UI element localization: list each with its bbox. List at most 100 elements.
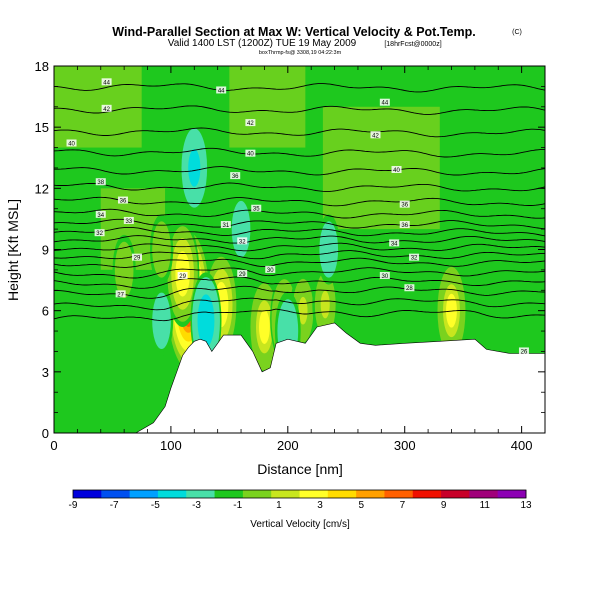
contour-label-26: 30 <box>381 274 388 280</box>
y-tick-label-9: 9 <box>42 243 49 258</box>
contour-label-bg-13 <box>95 210 106 218</box>
colorbar-swatch-5 <box>214 490 244 498</box>
velocity-cell-11-ring-6 <box>200 303 212 338</box>
colorbar-swatch-6 <box>242 490 272 498</box>
chart-title: Wind-Parallel Section at Max W: Vertical… <box>112 25 475 39</box>
theta-contour-28 <box>54 285 545 299</box>
contour-label-bg-2 <box>379 98 390 106</box>
contour-label-27: 28 <box>406 286 413 292</box>
theta-contour-38 <box>53 196 546 207</box>
contour-label-bg-14 <box>251 204 262 212</box>
contour-label-21: 29 <box>134 256 141 262</box>
colorbar-tick-7: 7 <box>400 500 406 511</box>
contour-label-28: 27 <box>117 292 124 298</box>
colorbar-tick--3: -3 <box>192 500 201 511</box>
velocity-cell-3-ring-6 <box>259 310 270 344</box>
chart-subtitle-valid: Valid 1400 LST (1200Z) TUE 19 May 2009 <box>168 38 357 49</box>
contour-label-16: 32 <box>96 231 103 237</box>
contour-label-bg-23 <box>265 265 276 273</box>
contour-label-5: 42 <box>372 133 379 139</box>
contour-label-bg-0 <box>101 78 112 86</box>
colorbar-swatch-0 <box>73 490 102 498</box>
contour-label-bg-21 <box>132 253 143 261</box>
contour-label-bg-28 <box>115 290 126 298</box>
x-tick-label-200: 200 <box>277 438 299 453</box>
contour-label-10: 36 <box>232 174 239 180</box>
colorbar: -9 -7 -5 -3 -1 1 3 5 7 9 11 13 <box>69 489 532 511</box>
colorbar-tick-1: 1 <box>276 500 282 511</box>
theta-contour-36 <box>53 218 546 230</box>
terrain-mask <box>54 322 546 434</box>
contour-label-bg-3 <box>101 104 112 112</box>
colorbar-swatch-15 <box>497 490 527 498</box>
contour-label-3: 42 <box>103 107 110 113</box>
colorbar-swatch-1 <box>101 490 131 498</box>
contour-label-bg-27 <box>404 284 415 292</box>
colorbar-tick-11: 11 <box>480 500 491 511</box>
contour-label-29: 26 <box>521 349 528 355</box>
theta-contour-44 <box>53 83 546 93</box>
contour-label-9: 38 <box>97 180 104 186</box>
velocity-cell-10-ring-6 <box>189 152 200 184</box>
colorbar-tick-3: 3 <box>317 500 323 511</box>
velocity-cell-9-ring-6 <box>120 257 129 283</box>
x-tick-label-100: 100 <box>160 438 182 453</box>
colorbar-label: Vertical Velocity [cm/s] <box>250 519 350 530</box>
y-tick-label-12: 12 <box>35 181 49 196</box>
y-axis-label: Height [Kft MSL] <box>5 199 21 301</box>
contour-label-bg-8 <box>391 165 402 173</box>
y-tick-label-6: 6 <box>42 304 49 319</box>
contour-label-bg-15 <box>123 216 134 224</box>
velocity-cell-8-ring-6 <box>157 237 166 262</box>
contour-label-11: 36 <box>401 203 408 209</box>
theta-contour-37 <box>53 208 546 219</box>
contour-label-bg-18 <box>399 221 410 229</box>
theta-contour-27 <box>53 297 546 311</box>
x-tick-label-300: 300 <box>394 438 416 453</box>
y-tick-label-15: 15 <box>35 120 49 135</box>
contour-label-bg-7 <box>245 149 256 157</box>
y-tick-label-0: 0 <box>42 426 49 441</box>
velocity-cell-14-ring-6 <box>324 237 333 262</box>
colorbar-tick-9: 9 <box>441 500 447 511</box>
contour-label-bg-24 <box>177 272 188 280</box>
contour-label-7: 40 <box>247 152 254 158</box>
colorbar-swatch-7 <box>271 490 300 498</box>
contour-label-22: 32 <box>411 256 418 262</box>
velocity-cell-6-ring-6 <box>320 290 330 319</box>
contour-label-bg-19 <box>237 237 248 245</box>
contour-label-bg-26 <box>379 272 390 280</box>
y-tick-label-3: 3 <box>42 365 49 380</box>
contour-label-1: 44 <box>218 88 225 94</box>
x-axis-label: Distance [nm] <box>257 461 343 477</box>
colorbar-swatch-13 <box>441 490 470 498</box>
colorbar-swatch-8 <box>299 490 329 498</box>
contour-label-24: 29 <box>179 274 186 280</box>
theta-contour-30 <box>53 267 546 279</box>
contour-label-17: 31 <box>223 223 230 229</box>
velocity-cell-10 <box>180 123 209 212</box>
contour-label-bg-4 <box>245 119 256 127</box>
colorbar-tick--5: -5 <box>151 500 160 511</box>
x-tick-label-400: 400 <box>511 438 533 453</box>
colorbar-swatch-12 <box>412 490 442 498</box>
contour-label-20: 34 <box>391 241 398 247</box>
chart-subtitle-small: boxThrmp-fs@ 3308,19 04:22:3m <box>259 50 342 56</box>
chart-title-mark: (C) <box>512 29 522 36</box>
colorbar-tick--1: -1 <box>233 500 242 511</box>
contour-label-4: 42 <box>247 121 254 127</box>
colorbar-tick--7: -7 <box>110 500 119 511</box>
field-band-3 <box>457 66 545 311</box>
contour-label-0: 44 <box>103 80 110 86</box>
theta-contour-42 <box>53 127 546 138</box>
contour-label-bg-16 <box>94 229 105 237</box>
contour-label-19: 32 <box>239 239 246 245</box>
field-band-5 <box>54 269 125 332</box>
theta-contour-40 <box>54 166 546 176</box>
colorbar-swatch-10 <box>356 490 385 498</box>
contour-label-bg-25 <box>237 269 248 277</box>
theta-contour-41 <box>53 147 545 158</box>
contour-label-25: 29 <box>239 272 246 278</box>
theta-contour-31 <box>53 257 546 268</box>
